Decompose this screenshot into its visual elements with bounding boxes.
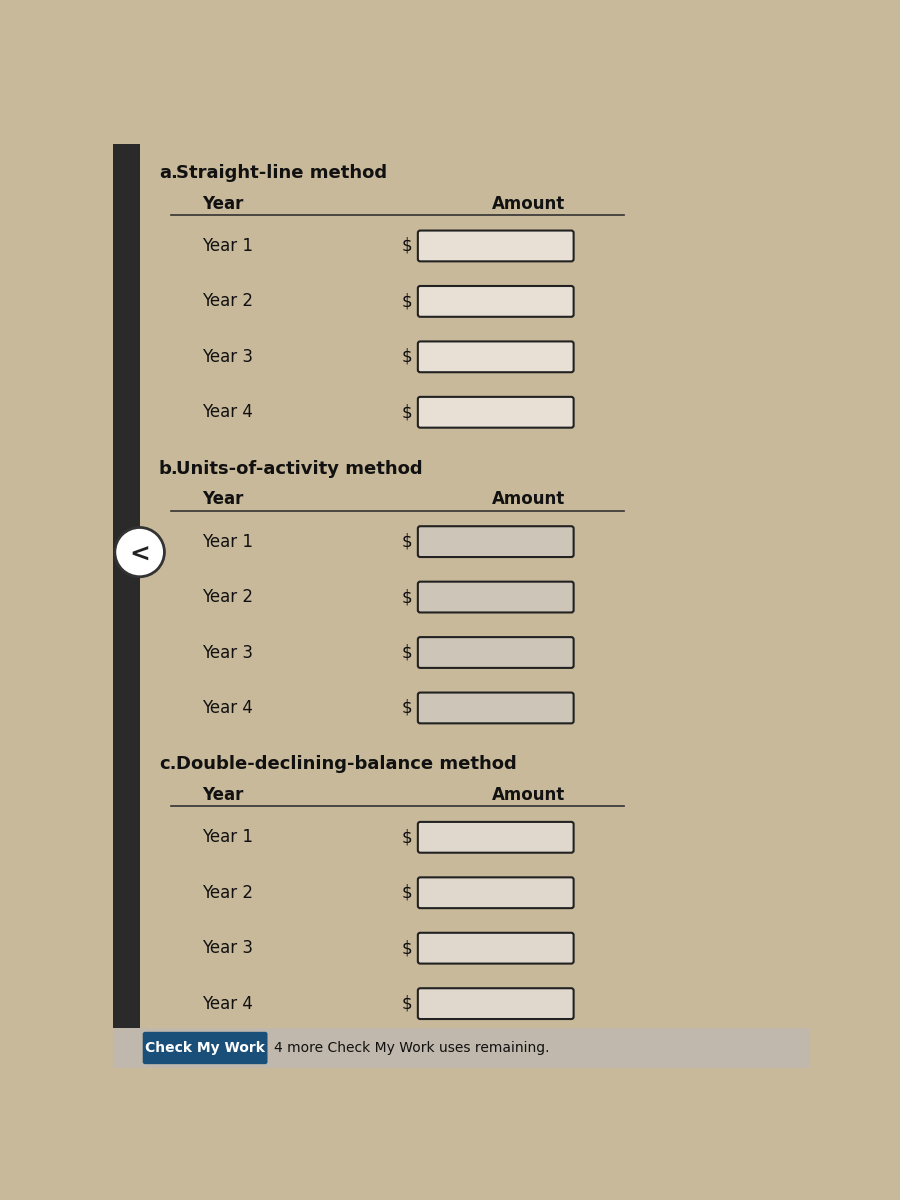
FancyBboxPatch shape [143,1032,267,1064]
Text: $: $ [401,403,412,421]
Text: c.: c. [159,755,176,773]
Bar [112,1028,810,1068]
Text: Year 4: Year 4 [202,995,253,1013]
Text: $: $ [401,293,412,311]
Text: Double-declining-balance method: Double-declining-balance method [176,755,517,773]
Text: $: $ [401,883,412,901]
Text: Check My Work: Check My Work [145,1040,266,1055]
FancyBboxPatch shape [418,932,573,964]
Circle shape [115,528,165,577]
Text: <: < [130,542,150,566]
FancyBboxPatch shape [418,286,573,317]
Text: Year 2: Year 2 [202,883,253,901]
FancyBboxPatch shape [418,397,573,427]
Text: b.: b. [159,460,179,478]
Text: Year 2: Year 2 [202,293,253,311]
Text: Year 1: Year 1 [202,236,253,254]
Text: $: $ [401,828,412,846]
Text: a.: a. [159,164,178,182]
Text: $: $ [401,643,412,661]
Text: Year: Year [202,194,243,212]
FancyBboxPatch shape [418,637,573,668]
Text: Year 4: Year 4 [202,403,253,421]
FancyBboxPatch shape [418,342,573,372]
Text: Year 3: Year 3 [202,940,253,958]
Text: $: $ [401,533,412,551]
Text: $: $ [401,995,412,1013]
Text: Year 1: Year 1 [202,533,253,551]
FancyBboxPatch shape [418,692,573,724]
FancyBboxPatch shape [418,989,573,1019]
Text: Year: Year [202,491,243,509]
FancyBboxPatch shape [418,527,573,557]
Text: 4 more Check My Work uses remaining.: 4 more Check My Work uses remaining. [274,1040,550,1055]
Text: $: $ [401,698,412,716]
Text: Amount: Amount [492,194,565,212]
Text: Year 3: Year 3 [202,643,253,661]
Text: Amount: Amount [492,786,565,804]
Text: Amount: Amount [492,491,565,509]
Text: Units-of-activity method: Units-of-activity method [176,460,423,478]
Text: Year 3: Year 3 [202,348,253,366]
FancyBboxPatch shape [418,822,573,853]
FancyBboxPatch shape [418,230,573,262]
FancyBboxPatch shape [418,582,573,612]
Text: $: $ [401,236,412,254]
Text: $: $ [401,348,412,366]
Bar [112,144,140,1068]
Text: $: $ [401,940,412,958]
Text: Year: Year [202,786,243,804]
Text: Year 1: Year 1 [202,828,253,846]
Text: Year 2: Year 2 [202,588,253,606]
Text: Straight-line method: Straight-line method [176,164,387,182]
Text: Year 4: Year 4 [202,698,253,716]
FancyBboxPatch shape [418,877,573,908]
Text: $: $ [401,588,412,606]
